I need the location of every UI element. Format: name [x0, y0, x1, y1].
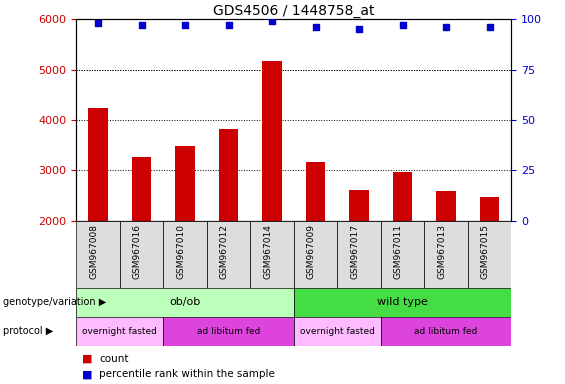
Point	[224, 22, 233, 28]
Text: GSM967017: GSM967017	[350, 224, 359, 279]
Text: overnight fasted: overnight fasted	[300, 327, 375, 336]
Bar	[468, 221, 511, 288]
Text: ob/ob: ob/ob	[170, 297, 201, 308]
Point	[180, 22, 189, 28]
Text: GSM967009: GSM967009	[307, 224, 315, 279]
Text: count: count	[99, 354, 128, 364]
Bar	[262, 61, 282, 221]
Bar	[132, 157, 151, 221]
Point	[268, 18, 277, 24]
Text: protocol ▶: protocol ▶	[3, 326, 53, 336]
Bar	[480, 197, 499, 221]
Text: GSM967011: GSM967011	[394, 224, 402, 279]
Point	[355, 26, 364, 32]
Bar	[76, 288, 294, 317]
Text: GSM967008: GSM967008	[89, 224, 98, 279]
Point	[442, 24, 451, 30]
Bar	[381, 221, 424, 288]
Bar	[337, 221, 381, 288]
Text: GSM967010: GSM967010	[176, 224, 185, 279]
Text: percentile rank within the sample: percentile rank within the sample	[99, 369, 275, 379]
Bar	[250, 221, 294, 288]
Text: overnight fasted: overnight fasted	[82, 327, 157, 336]
Title: GDS4506 / 1448758_at: GDS4506 / 1448758_at	[213, 4, 375, 18]
Text: ■: ■	[82, 369, 93, 379]
Bar	[294, 288, 511, 317]
Text: GSM967015: GSM967015	[481, 224, 489, 279]
Bar	[175, 146, 195, 221]
Text: GSM967016: GSM967016	[133, 224, 141, 279]
Bar	[88, 108, 108, 221]
Bar	[163, 221, 207, 288]
Bar	[436, 191, 456, 221]
Bar	[207, 221, 250, 288]
Bar	[306, 162, 325, 221]
Bar	[424, 221, 468, 288]
Text: ■: ■	[82, 354, 93, 364]
Bar	[381, 317, 511, 346]
Bar	[76, 317, 163, 346]
Point	[485, 24, 494, 30]
Point	[94, 20, 103, 26]
Point	[398, 22, 407, 28]
Text: GSM967013: GSM967013	[437, 224, 446, 279]
Text: ad libitum fed: ad libitum fed	[414, 327, 478, 336]
Text: GSM967012: GSM967012	[220, 224, 228, 279]
Bar	[120, 221, 163, 288]
Text: ad libitum fed: ad libitum fed	[197, 327, 260, 336]
Point	[311, 24, 320, 30]
Bar	[294, 221, 337, 288]
Point	[137, 22, 146, 28]
Bar	[349, 190, 369, 221]
Bar	[219, 129, 238, 221]
Text: GSM967014: GSM967014	[263, 224, 272, 279]
Bar	[76, 221, 120, 288]
Bar	[294, 317, 381, 346]
Text: genotype/variation ▶: genotype/variation ▶	[3, 297, 106, 308]
Bar	[163, 317, 294, 346]
Bar	[393, 172, 412, 221]
Text: wild type: wild type	[377, 297, 428, 308]
